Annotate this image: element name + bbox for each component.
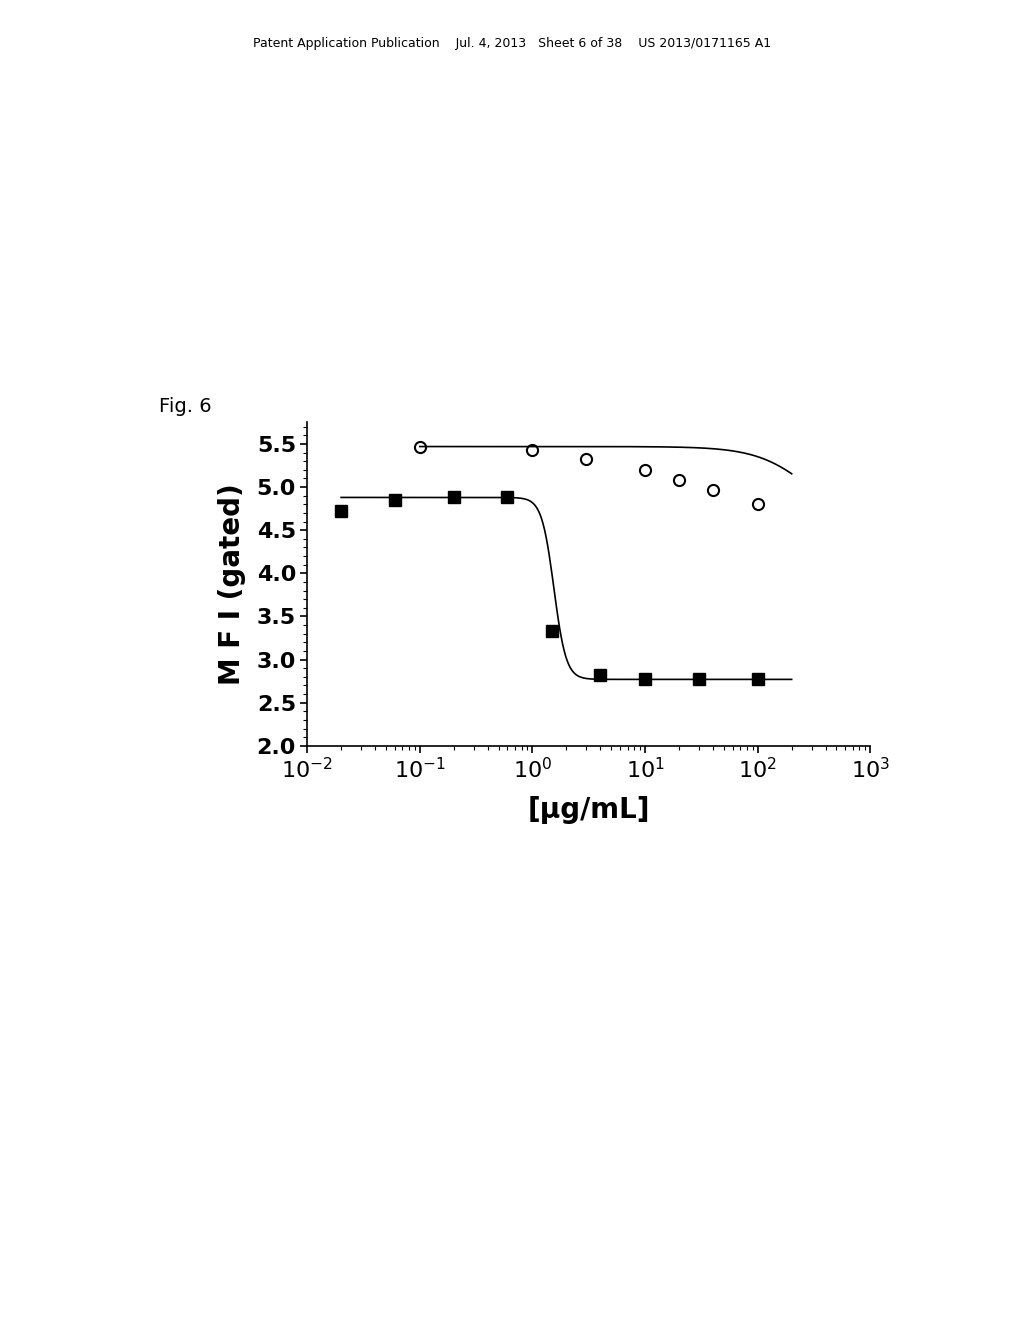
Text: Patent Application Publication    Jul. 4, 2013   Sheet 6 of 38    US 2013/017116: Patent Application Publication Jul. 4, 2… [253, 37, 771, 50]
Text: Fig. 6: Fig. 6 [159, 397, 211, 416]
Y-axis label: M F I (gated): M F I (gated) [218, 483, 246, 685]
X-axis label: [μg/mL]: [μg/mL] [527, 796, 650, 824]
